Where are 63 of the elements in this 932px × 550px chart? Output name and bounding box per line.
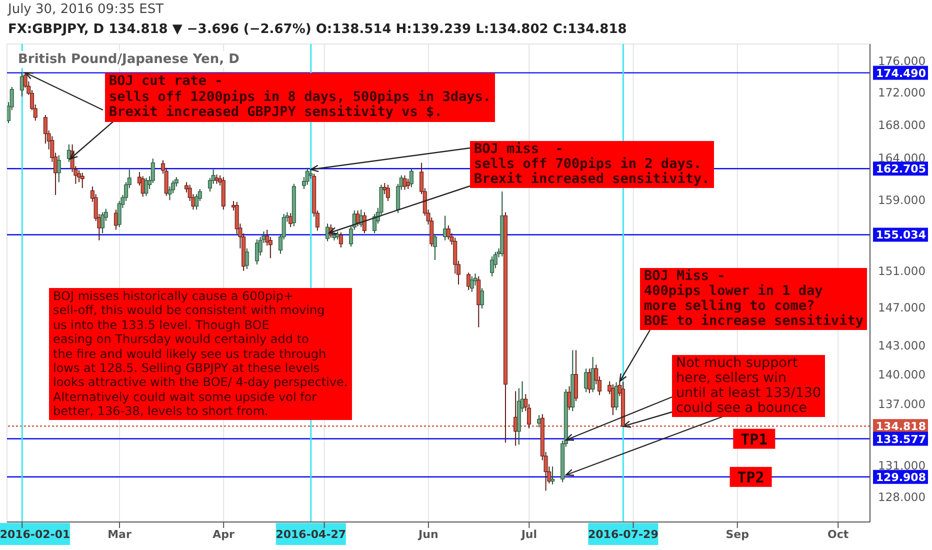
candlestick bbox=[574, 350, 578, 402]
candlestick bbox=[406, 178, 410, 190]
x-tick-label: Sep bbox=[726, 528, 750, 541]
y-tick-label: 137.000 bbox=[878, 397, 926, 412]
x-tick-label: Oct bbox=[828, 528, 849, 541]
candlestick bbox=[386, 184, 390, 202]
candlestick bbox=[409, 168, 414, 188]
y-tick-label: 164.000 bbox=[878, 150, 926, 165]
candlestick bbox=[356, 210, 360, 227]
ref-line-label: 155.034 bbox=[876, 228, 926, 242]
y-tick-label: 140.000 bbox=[878, 368, 926, 382]
candlestick bbox=[550, 466, 555, 485]
annotation: TP2 bbox=[737, 468, 764, 486]
candlestick bbox=[214, 174, 219, 184]
candlestick bbox=[480, 288, 484, 310]
candlestick bbox=[402, 174, 407, 190]
text: July 30, 2016 09:35 EST bbox=[8, 2, 164, 18]
text: BOJ misses historically cause a 600pip+ sell-off, this would be consistent with moving us into the 133.5 level. Though BOE easing on Thursday would certainly add to the fire and would likely see us trade through lows at 128.5. Selling GBPJPY at these levels looks attractive with the BOE/ 4-day perspective. Alternatively could wait some upside vol for better, 136-38, levels to short from. bbox=[53, 289, 348, 418]
candlestick bbox=[338, 232, 343, 248]
candlestick bbox=[466, 272, 471, 291]
annotation: BOJ Miss - 400pips lower in 1 day more selling to come? BOE to increase sensitivity bbox=[640, 268, 868, 330]
x-tick-label: Jun bbox=[418, 528, 438, 541]
candlestick bbox=[362, 212, 366, 234]
candlestick bbox=[255, 238, 259, 266]
y-tick-label: 168.000 bbox=[878, 118, 926, 132]
ref-line-label: 2016-07-29 bbox=[588, 528, 658, 541]
ref-line-label: 129.908 bbox=[876, 470, 926, 484]
y-tick-label: 131.000 bbox=[878, 458, 926, 473]
candlestick bbox=[100, 212, 105, 234]
text: British Pound/Japanese Yen, D bbox=[15, 51, 242, 68]
candlestick bbox=[56, 154, 61, 183]
candlestick bbox=[80, 172, 84, 189]
y-tick-label: 172.000 bbox=[878, 86, 926, 100]
ref-line-label: 162.705 bbox=[876, 162, 926, 176]
ref-line-label: 2016-02-01 bbox=[0, 528, 70, 541]
candlestick bbox=[20, 71, 24, 97]
y-tick-label: 151.000 bbox=[878, 264, 926, 278]
annotation: Not much support here, sellers win until at least 133/130 could see a bounce bbox=[672, 355, 826, 417]
ref-line-label: 134.818 bbox=[876, 420, 926, 434]
candlestick bbox=[144, 177, 148, 196]
x-tick-label: Jul bbox=[520, 528, 538, 541]
y-tick-label: 159.000 bbox=[878, 193, 926, 208]
y-tick-label: 147.000 bbox=[878, 300, 926, 315]
x-tick-label: Apr bbox=[212, 528, 236, 541]
y-tick-label: 128.000 bbox=[878, 490, 926, 504]
annotation: TP1 bbox=[740, 430, 768, 448]
candlestick bbox=[326, 223, 330, 242]
ref-line-label: 2016-04-27 bbox=[276, 528, 346, 541]
candlestick bbox=[470, 276, 474, 292]
candlestick bbox=[432, 234, 437, 260]
annotation: BOJ miss - sells off 700pips in 2 days. Brexit increased sensitivity. bbox=[470, 141, 714, 188]
candlestick bbox=[305, 167, 310, 186]
chart-subtitle: FX:GBPJPY, D 134.818 ▼ −3.696 (−2.67%) O:138.514 H:139.239 L:134.802 C:134.818 bbox=[8, 22, 627, 37]
candlestick bbox=[490, 256, 494, 277]
candlestick bbox=[244, 248, 249, 270]
x-tick-label: Mar bbox=[108, 528, 132, 541]
candlestick bbox=[308, 168, 313, 180]
y-tick-label: 176.000 bbox=[878, 54, 926, 68]
annotation: BOJ cut rate - sells off 1200pips in 8 days, 500pips in 3days. Brexit increased GBPJPY sensitivity vs $. bbox=[105, 73, 496, 122]
ref-line-label: 133.577 bbox=[876, 432, 926, 446]
candlestick bbox=[614, 382, 618, 411]
ref-line-label: 174.490 bbox=[876, 66, 926, 80]
y-tick-label: 143.000 bbox=[878, 338, 926, 352]
